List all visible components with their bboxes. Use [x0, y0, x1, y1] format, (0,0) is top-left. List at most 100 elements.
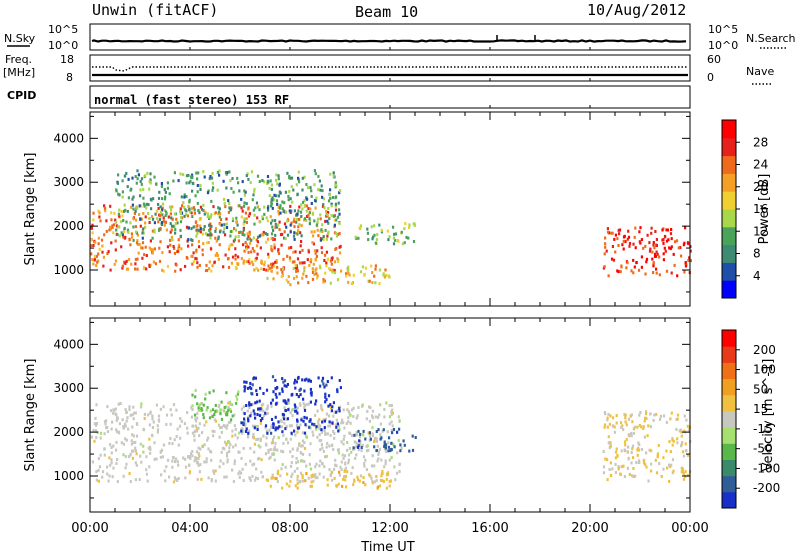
data-cell — [276, 182, 279, 186]
data-cell — [159, 450, 162, 453]
data-cell — [320, 404, 323, 408]
data-cell — [122, 235, 125, 239]
data-cell — [649, 247, 652, 251]
data-cell — [229, 208, 232, 212]
data-cell — [336, 257, 339, 261]
data-cell — [339, 386, 342, 390]
data-cell — [625, 438, 628, 441]
data-cell — [608, 422, 611, 426]
data-cell — [231, 243, 234, 247]
data-cell — [256, 477, 260, 481]
freq-panel: Freq. [MHz] 18 8 60 0 Nave — [3, 53, 774, 85]
data-cell — [332, 447, 335, 451]
data-cell — [365, 445, 368, 448]
data-cell — [199, 188, 202, 191]
data-cell — [136, 177, 139, 181]
data-cell — [329, 473, 332, 477]
data-cell — [127, 230, 130, 234]
data-cell — [95, 470, 98, 474]
data-cell — [340, 468, 343, 471]
data-cell — [259, 418, 263, 422]
data-cell — [375, 475, 378, 478]
data-cell — [313, 183, 316, 187]
data-cell — [272, 422, 275, 426]
data-cell — [324, 395, 327, 399]
data-cell — [263, 263, 266, 267]
data-cell — [114, 259, 118, 263]
data-cell — [270, 198, 273, 202]
data-cell — [200, 207, 204, 211]
data-cell — [274, 233, 277, 237]
data-cell — [245, 245, 248, 249]
data-cell — [306, 186, 310, 190]
data-cell — [198, 218, 201, 222]
data-cell — [335, 234, 339, 238]
data-cell — [270, 426, 273, 430]
data-cell — [683, 414, 686, 418]
data-cell — [265, 443, 268, 447]
data-cell — [245, 217, 248, 221]
data-cell — [620, 425, 623, 429]
data-cell — [317, 422, 320, 426]
data-cell — [283, 384, 286, 388]
data-cell — [630, 431, 633, 435]
data-cell — [347, 458, 350, 462]
data-cell — [134, 262, 137, 266]
data-cell — [326, 219, 329, 223]
data-cell — [121, 195, 124, 199]
data-cell — [245, 260, 248, 264]
data-cell — [151, 417, 154, 421]
data-cell — [684, 261, 687, 264]
data-cell — [229, 420, 232, 424]
data-cell — [148, 263, 151, 267]
data-cell — [238, 189, 241, 193]
colorbar-swatch — [722, 378, 736, 396]
data-cell — [373, 440, 376, 443]
data-cell — [283, 399, 286, 403]
data-cell — [621, 465, 624, 469]
data-cell — [680, 466, 683, 470]
data-cell — [289, 223, 292, 227]
data-cell — [294, 433, 297, 437]
data-cell — [362, 476, 365, 479]
nave-trace — [92, 66, 688, 72]
data-cell — [183, 205, 186, 209]
data-cell — [331, 478, 334, 482]
data-cell — [308, 217, 311, 221]
nave-tick-bottom: 0 — [707, 71, 714, 84]
data-cell — [259, 386, 262, 390]
data-cell — [197, 209, 200, 212]
data-cell — [118, 214, 121, 218]
data-cell — [289, 464, 293, 468]
data-cell — [307, 248, 310, 252]
data-cell — [305, 274, 308, 278]
data-cell — [101, 475, 104, 479]
data-cell — [270, 237, 273, 240]
data-cell — [305, 403, 308, 407]
data-cell — [632, 475, 635, 478]
data-cell — [287, 441, 290, 445]
data-cell — [101, 470, 105, 474]
data-cell — [680, 254, 683, 258]
data-cell — [301, 378, 304, 382]
data-cell — [92, 429, 95, 432]
data-cell — [190, 406, 193, 410]
data-cell — [399, 449, 402, 453]
data-cell — [323, 426, 326, 429]
colorbar-swatch — [722, 244, 736, 263]
data-cell — [279, 233, 283, 237]
data-cell — [276, 480, 279, 483]
data-cell — [271, 398, 274, 402]
data-cell — [205, 457, 208, 461]
data-cell — [219, 426, 222, 430]
data-cell — [627, 417, 630, 421]
data-cell — [668, 440, 671, 444]
data-cell — [380, 474, 383, 478]
data-cell — [277, 469, 280, 473]
data-cell — [606, 227, 609, 231]
data-cell — [143, 412, 146, 416]
data-cell — [258, 414, 261, 418]
data-cell — [615, 447, 618, 451]
data-cell — [313, 219, 316, 223]
data-cell — [357, 444, 360, 448]
